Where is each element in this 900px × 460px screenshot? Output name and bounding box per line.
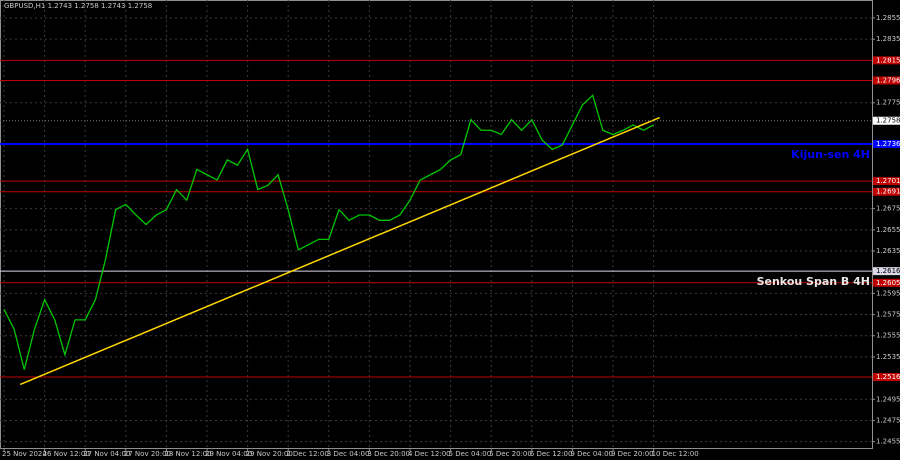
y-tick-label: 1.2495 bbox=[876, 395, 900, 403]
x-tick-label: 9 Dec 20:00 bbox=[611, 450, 654, 458]
x-tick-label: 4 Dec 12:00 bbox=[408, 450, 451, 458]
x-tick-label: 3 Dec 04:00 bbox=[327, 450, 370, 458]
level-label: 1.2736 bbox=[876, 140, 900, 148]
x-tick-label: 27 Nov 20:00 bbox=[124, 450, 171, 458]
x-tick-label: 3 Dec 20:00 bbox=[367, 450, 410, 458]
trendline bbox=[19, 116, 660, 386]
x-tick-label: 29 Nov 20:00 bbox=[246, 450, 293, 458]
level-label: 1.2605 bbox=[876, 279, 900, 287]
x-tick-label: 5 Dec 04:00 bbox=[449, 450, 492, 458]
level-label: 1.2616 bbox=[876, 267, 900, 275]
y-tick-label: 1.2635 bbox=[876, 247, 900, 255]
level-label-box bbox=[873, 140, 900, 149]
y-tick-label: 1.2855 bbox=[876, 14, 900, 22]
price-box bbox=[873, 116, 900, 125]
level-label-box bbox=[873, 187, 900, 196]
level-label: 1.2815 bbox=[876, 56, 900, 64]
x-tick-label: 29 Nov 04:00 bbox=[205, 450, 252, 458]
y-tick-label: 1.2775 bbox=[876, 99, 900, 107]
x-tick-label: 27 Nov 04:00 bbox=[83, 450, 130, 458]
y-tick-label: 1.2555 bbox=[876, 332, 900, 340]
level-label: 1.2796 bbox=[876, 76, 900, 84]
chart-title: GBPUSD,H1 1.2743 1.2758 1.2743 1.2758 bbox=[4, 2, 152, 10]
level-label-box bbox=[873, 56, 900, 65]
level-label-box bbox=[873, 76, 900, 85]
y-tick-label: 1.2535 bbox=[876, 353, 900, 361]
y-tick-label: 1.2655 bbox=[876, 226, 900, 234]
level-label-box bbox=[873, 278, 900, 287]
level-label-box bbox=[873, 177, 900, 186]
level-label: 1.2516 bbox=[876, 373, 900, 381]
x-tick-label: 5 Dec 20:00 bbox=[489, 450, 532, 458]
y-tick-label: 1.2575 bbox=[876, 311, 900, 319]
price-line bbox=[3, 94, 654, 370]
level-label-box bbox=[873, 267, 900, 276]
annotation: Kijun-sen 4H bbox=[791, 148, 870, 161]
y-tick-label: 1.2455 bbox=[876, 438, 900, 446]
x-tick-label: 26 Nov 12:00 bbox=[43, 450, 90, 458]
level-label: 1.2691 bbox=[876, 188, 900, 196]
x-tick-label: 9 Dec 04:00 bbox=[570, 450, 613, 458]
x-tick-label: 6 Dec 12:00 bbox=[530, 450, 573, 458]
x-tick-label: 2 Dec 12:00 bbox=[286, 450, 329, 458]
y-tick-label: 1.2595 bbox=[876, 289, 900, 297]
annotation: Senkou Span B 4H bbox=[757, 275, 870, 288]
x-tick-label: 28 Nov 12:00 bbox=[164, 450, 211, 458]
x-tick-label: 10 Dec 12:00 bbox=[652, 450, 699, 458]
level-label: 1.2701 bbox=[876, 177, 900, 185]
plot-frame bbox=[0, 0, 873, 449]
y-tick-label: 1.2475 bbox=[876, 416, 900, 424]
level-label-box bbox=[873, 373, 900, 382]
price-label: 1.2758 bbox=[876, 117, 900, 125]
y-tick-label: 1.2675 bbox=[876, 205, 900, 213]
x-tick-label: 25 Nov 2024 bbox=[2, 450, 47, 458]
y-tick-label: 1.2835 bbox=[876, 35, 900, 43]
